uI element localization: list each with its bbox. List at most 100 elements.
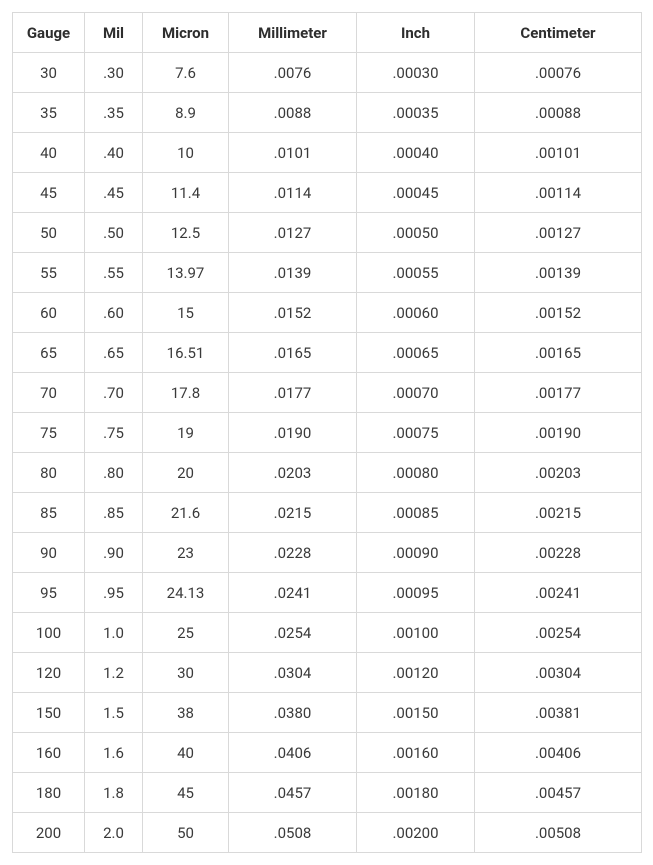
table-cell: .0101 (229, 133, 357, 173)
table-cell: .00406 (475, 733, 642, 773)
table-cell: 60 (13, 293, 85, 333)
table-cell: 70 (13, 373, 85, 413)
table-row: 30.307.6.0076.00030.00076 (13, 53, 642, 93)
table-cell: .0165 (229, 333, 357, 373)
table-row: 1601.640.0406.00160.00406 (13, 733, 642, 773)
table-cell: 1.0 (85, 613, 143, 653)
table-cell: 7.6 (143, 53, 229, 93)
table-cell: .0457 (229, 773, 357, 813)
table-cell: .75 (85, 413, 143, 453)
table-cell: .00035 (357, 93, 475, 133)
table-cell: 12.5 (143, 213, 229, 253)
table-cell: 21.6 (143, 493, 229, 533)
table-row: 1201.230.0304.00120.00304 (13, 653, 642, 693)
table-cell: .00055 (357, 253, 475, 293)
table-cell: .45 (85, 173, 143, 213)
table-cell: 1.6 (85, 733, 143, 773)
table-cell: .00127 (475, 213, 642, 253)
table-cell: .0127 (229, 213, 357, 253)
table-cell: 120 (13, 653, 85, 693)
table-cell: .00088 (475, 93, 642, 133)
table-cell: .0254 (229, 613, 357, 653)
table-cell: .0380 (229, 693, 357, 733)
table-cell: 50 (143, 813, 229, 853)
table-cell: .00100 (357, 613, 475, 653)
table-row: 1501.538.0380.00150.00381 (13, 693, 642, 733)
table-cell: 1.8 (85, 773, 143, 813)
table-cell: .00241 (475, 573, 642, 613)
table-cell: 8.9 (143, 93, 229, 133)
table-cell: .0215 (229, 493, 357, 533)
table-row: 80.8020.0203.00080.00203 (13, 453, 642, 493)
table-cell: 30 (143, 653, 229, 693)
table-header-row: Gauge Mil Micron Millimeter Inch Centime… (13, 13, 642, 53)
table-cell: .0241 (229, 573, 357, 613)
table-cell: .00152 (475, 293, 642, 333)
table-cell: 45 (13, 173, 85, 213)
table-cell: 20 (143, 453, 229, 493)
table-cell: .00040 (357, 133, 475, 173)
table-cell: .00060 (357, 293, 475, 333)
table-cell: .00080 (357, 453, 475, 493)
table-cell: .0139 (229, 253, 357, 293)
table-cell: .0088 (229, 93, 357, 133)
table-cell: .00075 (357, 413, 475, 453)
table-cell: 11.4 (143, 173, 229, 213)
table-row: 1801.845.0457.00180.00457 (13, 773, 642, 813)
table-cell: 30 (13, 53, 85, 93)
table-cell: .0304 (229, 653, 357, 693)
table-cell: .00165 (475, 333, 642, 373)
table-row: 70.7017.8.0177.00070.00177 (13, 373, 642, 413)
table-cell: .00076 (475, 53, 642, 93)
table-cell: 65 (13, 333, 85, 373)
table-cell: .35 (85, 93, 143, 133)
table-cell: 200 (13, 813, 85, 853)
table-cell: .0114 (229, 173, 357, 213)
table-cell: 1.2 (85, 653, 143, 693)
table-cell: .0406 (229, 733, 357, 773)
table-cell: .00228 (475, 533, 642, 573)
table-row: 2002.050.0508.00200.00508 (13, 813, 642, 853)
table-cell: .50 (85, 213, 143, 253)
table-cell: .0203 (229, 453, 357, 493)
table-cell: 180 (13, 773, 85, 813)
table-cell: .70 (85, 373, 143, 413)
table-cell: 40 (13, 133, 85, 173)
table-cell: .00200 (357, 813, 475, 853)
table-cell: .00070 (357, 373, 475, 413)
table-row: 45.4511.4.0114.00045.00114 (13, 173, 642, 213)
col-header-inch: Inch (357, 13, 475, 53)
table-cell: 95 (13, 573, 85, 613)
table-cell: .80 (85, 453, 143, 493)
table-cell: 40 (143, 733, 229, 773)
table-cell: 25 (143, 613, 229, 653)
table-cell: 85 (13, 493, 85, 533)
table-cell: 45 (143, 773, 229, 813)
table-cell: 1.5 (85, 693, 143, 733)
table-cell: .00215 (475, 493, 642, 533)
col-header-centimeter: Centimeter (475, 13, 642, 53)
table-cell: .00045 (357, 173, 475, 213)
table-cell: .00150 (357, 693, 475, 733)
table-cell: .0190 (229, 413, 357, 453)
table-row: 1001.025.0254.00100.00254 (13, 613, 642, 653)
table-cell: 35 (13, 93, 85, 133)
table-cell: 15 (143, 293, 229, 333)
table-cell: .95 (85, 573, 143, 613)
table-cell: .00254 (475, 613, 642, 653)
table-cell: 100 (13, 613, 85, 653)
table-cell: 160 (13, 733, 85, 773)
table-cell: .00180 (357, 773, 475, 813)
table-cell: .30 (85, 53, 143, 93)
gauge-conversion-table: Gauge Mil Micron Millimeter Inch Centime… (12, 12, 642, 853)
table-cell: .00203 (475, 453, 642, 493)
table-cell: .00101 (475, 133, 642, 173)
table-cell: .00065 (357, 333, 475, 373)
table-cell: .00120 (357, 653, 475, 693)
table-cell: .60 (85, 293, 143, 333)
table-cell: .00190 (475, 413, 642, 453)
table-cell: .00508 (475, 813, 642, 853)
table-cell: .55 (85, 253, 143, 293)
table-cell: 23 (143, 533, 229, 573)
table-cell: 13.97 (143, 253, 229, 293)
